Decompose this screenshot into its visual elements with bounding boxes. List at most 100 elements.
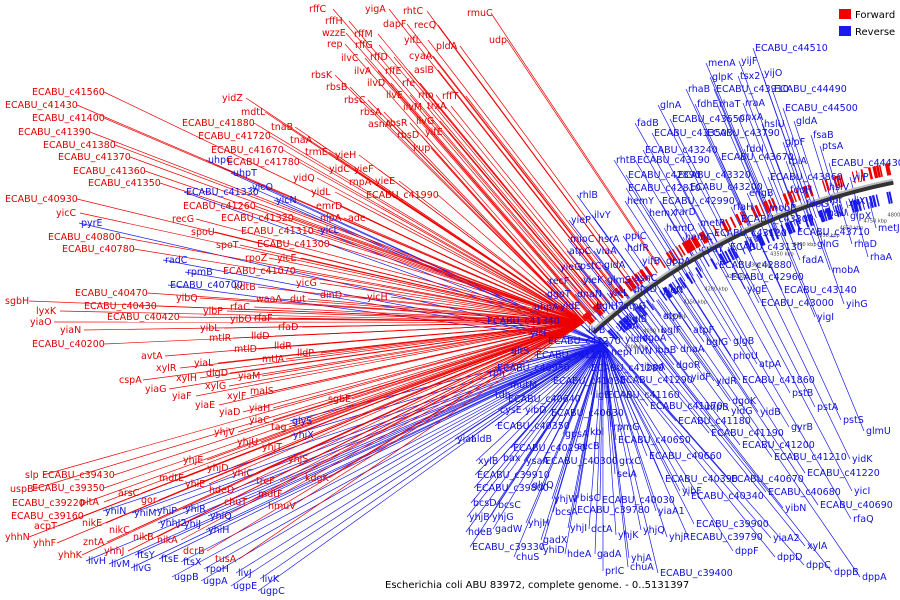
leader-line <box>602 343 629 568</box>
gene-label-ECABU_c40690: ECABU_c40690 <box>820 500 893 511</box>
forward-gene-block <box>681 241 691 254</box>
leader-line <box>585 329 604 344</box>
gene-label-secB: secB <box>577 441 600 452</box>
reverse-gene-block <box>772 227 780 240</box>
leader-line <box>737 116 785 231</box>
leader-line <box>285 321 585 360</box>
forward-gene-block <box>771 197 778 210</box>
leader-line <box>130 342 604 569</box>
gene-label-ilvD: ilvD <box>367 78 385 89</box>
leader-line <box>206 322 585 552</box>
leader-line <box>615 331 633 352</box>
legend-reverse-label: Reverse <box>855 27 895 38</box>
leader-line <box>108 342 604 565</box>
leader-line <box>253 122 585 323</box>
gene-label-ilvN: ilvN <box>634 346 652 357</box>
gene-label-yhhJ: yhhJ <box>104 546 124 557</box>
reverse-gene-block <box>619 319 629 331</box>
gene-label-yhiM: yhiM <box>134 508 156 519</box>
tick-label: 4150 kbp <box>683 300 707 306</box>
gene-label-chuA: chuA <box>630 562 654 573</box>
tick-label: 4800 kbp <box>888 213 900 219</box>
gene-label-ilvE: ilvE <box>386 90 403 101</box>
leader-line <box>269 135 585 323</box>
reverse-gene-block <box>809 213 815 226</box>
forward-gene-block <box>887 163 892 176</box>
gene-label-rpoH: rpoH <box>206 564 229 575</box>
gene-label-ECABU_c40660: ECABU_c40660 <box>649 451 722 462</box>
gene-label-lldD: lldD <box>251 331 270 342</box>
genome-backbone-shadow <box>590 178 893 332</box>
gene-label-dinD: dinD <box>320 290 342 301</box>
leader-line <box>217 321 585 364</box>
gene-label-yiaD: yiaD <box>219 407 240 418</box>
gene-label-xylG: xylG <box>205 381 226 392</box>
gene-label-sgbE: sgbE <box>328 394 351 405</box>
forward-gene-block <box>722 220 730 232</box>
reverse-gene-block <box>861 198 866 210</box>
gene-label-pstB: pstB <box>792 388 813 399</box>
reverse-gene-block <box>806 214 813 227</box>
gene-label-rho: rho <box>418 90 434 101</box>
gene-label-ECABU_c41560: ECABU_c41560 <box>32 87 105 98</box>
gene-label-rbsB: rbsB <box>326 82 347 93</box>
forward-gene-block <box>626 278 636 290</box>
gene-label-ECABU_c43120: ECABU_c43120 <box>714 228 787 239</box>
gene-label-rfaQ: rfaQ <box>853 514 874 525</box>
gene-label-fadA: fadA <box>802 255 824 266</box>
leader-line <box>218 321 585 406</box>
gene-label-dppB: dppB <box>834 567 859 578</box>
leader-line <box>601 264 640 314</box>
gene-label-dapF: dapF <box>383 19 406 30</box>
gene-label-hdeA: hdeA <box>567 549 592 560</box>
leader-line <box>678 285 741 381</box>
gene-label-gadX: gadX <box>543 535 568 546</box>
forward-gene-labels: rffC yigA rhtC rmuC rffH dapF recQ wzzE rffM yifL… <box>5 4 507 565</box>
leader-line <box>602 343 689 538</box>
leader-line <box>142 321 585 381</box>
reverse-gene-block <box>836 204 842 217</box>
gene-label-atpA: atpA <box>759 359 782 370</box>
forward-gene-block <box>807 184 814 197</box>
forward-gene-block <box>614 287 624 299</box>
forward-gene-block <box>698 232 707 245</box>
leader-line <box>345 32 592 317</box>
gene-label-hemY: hemY <box>627 196 654 207</box>
leader-line <box>782 107 821 218</box>
gene-label-yiaN: yiaN <box>60 325 81 336</box>
gene-label-mtlD: mtlD <box>234 344 257 355</box>
leader-line <box>79 212 585 323</box>
gene-label-rpmG: rpmG <box>613 422 640 433</box>
leader-line <box>408 70 604 307</box>
leader-line <box>59 310 585 323</box>
reverse-gene-block <box>828 207 834 220</box>
leader-line <box>214 231 585 323</box>
gene-label-hemX: hemX <box>649 208 677 219</box>
tick-label: 4050 kbp <box>643 329 667 335</box>
gene-label-yibF: yibF <box>682 486 702 497</box>
forward-gene-block <box>764 200 772 213</box>
gene-label-dppF: dppF <box>735 546 759 557</box>
leader-line <box>290 342 604 436</box>
gene-label-malS: malS <box>250 386 274 397</box>
gene-label-gadA: gadA <box>597 549 622 560</box>
gene-label-yiaI: yiaI <box>457 434 474 445</box>
reverse-gene-labels: ECABU_c44510 menA yijF glpK tsx2 yijO rhaB ECAB… <box>81 43 900 597</box>
gene-label-xylR: xylR <box>156 363 177 374</box>
gene-label-ECABU_c43190: ECABU_c43190 <box>637 155 710 166</box>
leader-line <box>639 312 690 378</box>
leader-line <box>651 132 722 261</box>
gene-label-livG: livG <box>133 563 151 574</box>
gene-label-rhaB: rhaB <box>688 84 710 95</box>
leader-line <box>602 343 695 525</box>
gene-label-ptsA: ptsA <box>822 141 844 152</box>
leader-line <box>281 322 585 495</box>
gene-label-tpiA: tpiA <box>788 156 807 167</box>
leader-line <box>819 145 840 211</box>
gene-label-yicH: yicH <box>367 292 388 303</box>
leader-line <box>259 342 604 580</box>
gene-label-ECABU_c41170: ECABU_c41170 <box>650 401 723 412</box>
leader-line <box>230 342 604 587</box>
gene-label-yicC: yicC <box>56 208 76 219</box>
gene-label-yhjK: yhjK <box>618 530 639 541</box>
